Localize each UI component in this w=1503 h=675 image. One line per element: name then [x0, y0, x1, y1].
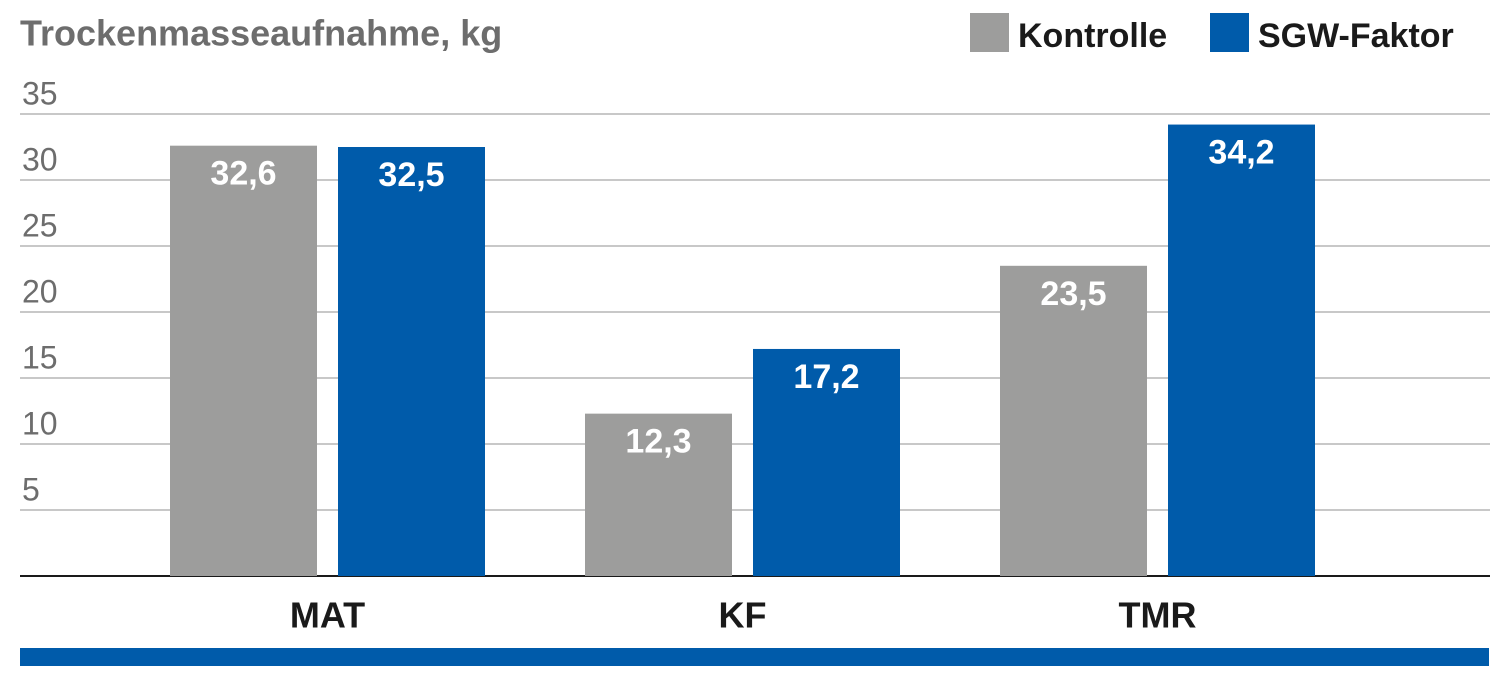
bar [170, 145, 317, 576]
bar [1168, 124, 1315, 576]
y-tick-label: 20 [22, 273, 58, 309]
value-label: 12,3 [625, 423, 691, 461]
legend-swatch [1210, 13, 1249, 52]
value-label: 34,2 [1208, 134, 1274, 172]
y-tick-label: 25 [22, 207, 58, 243]
legend-label: SGW-Faktor [1258, 17, 1454, 55]
bar [585, 413, 732, 576]
x-tick-label: TMR [1119, 595, 1197, 636]
y-tick-label: 10 [22, 405, 58, 441]
footer-stripe [20, 648, 1489, 666]
legend-label: Kontrolle [1018, 17, 1167, 55]
x-tick-label: MAT [290, 595, 365, 636]
y-tick-label: 35 [22, 75, 58, 111]
value-label: 32,6 [210, 155, 276, 193]
value-label: 32,5 [378, 156, 444, 194]
bar [1000, 265, 1147, 576]
bar [753, 348, 900, 576]
y-tick-label: 5 [22, 471, 40, 507]
value-label: 17,2 [793, 358, 859, 396]
y-tick-label: 30 [22, 141, 58, 177]
legend-swatch [970, 13, 1009, 52]
value-label: 23,5 [1040, 275, 1106, 313]
y-tick-label: 15 [22, 339, 58, 375]
chart-title: Trockenmasseaufnahme, kg [20, 13, 502, 54]
bar [338, 147, 485, 576]
x-tick-label: KF [719, 595, 767, 636]
